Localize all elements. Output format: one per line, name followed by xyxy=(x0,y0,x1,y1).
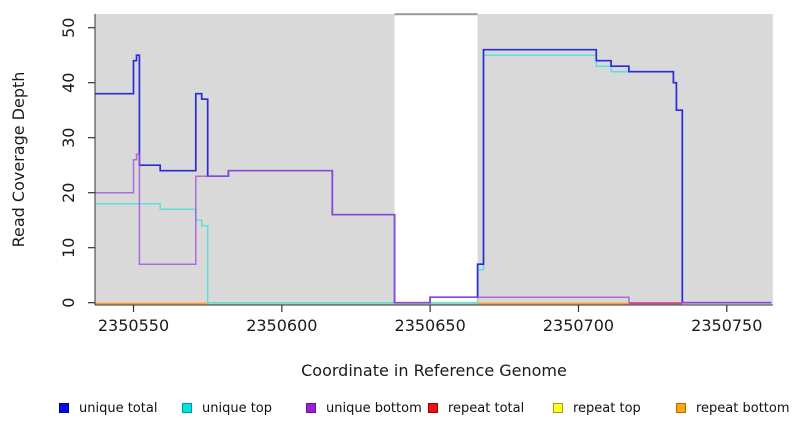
y-tick-label: 20 xyxy=(59,183,78,203)
legend-item-repeat-top: repeat top xyxy=(553,399,641,417)
unique-top-swatch xyxy=(182,403,192,413)
y-tick-label: 10 xyxy=(59,238,78,258)
y-tick-label: 50 xyxy=(59,18,78,38)
y-axis-title: Read Coverage Depth xyxy=(9,72,28,248)
legend-label-unique-total: unique total xyxy=(79,400,158,416)
legend: unique total unique top unique bottom re… xyxy=(0,399,792,419)
repeat-bottom-swatch xyxy=(676,403,686,413)
x-axis-title: Coordinate in Reference Genome xyxy=(301,361,567,380)
legend-label-unique-top: unique top xyxy=(202,400,273,416)
legend-item-unique-top: unique top xyxy=(182,399,272,417)
legend-item-repeat-total: repeat total xyxy=(428,399,524,417)
y-tick-label: 0 xyxy=(59,298,78,308)
legend-label-repeat-total: repeat total xyxy=(448,400,525,416)
legend-label-repeat-top: repeat top xyxy=(573,400,641,416)
plot-canvas: 2350550 2350600 2350650 2350700 2350750 0 10 20… xyxy=(9,13,773,380)
unique-total-swatch xyxy=(59,403,69,413)
legend-item-repeat-bottom: repeat bottom xyxy=(676,399,790,417)
y-tick-label: 30 xyxy=(59,128,78,148)
legend-item-unique-total: unique total xyxy=(59,399,157,417)
y-tick-label: 40 xyxy=(59,73,78,93)
x-tick-label: 2350650 xyxy=(395,316,466,335)
unique-bottom-swatch xyxy=(306,403,316,413)
series-line-unique-bottom xyxy=(94,153,772,304)
x-tick-label: 2350750 xyxy=(691,316,762,335)
repeat-top-swatch xyxy=(553,403,563,413)
legend-label-repeat-bottom: repeat bottom xyxy=(696,400,790,416)
x-tick-label: 2350700 xyxy=(543,316,614,335)
repeat-total-swatch xyxy=(428,403,438,413)
x-tick-label: 2350600 xyxy=(246,316,317,335)
legend-label-unique-bottom: unique bottom xyxy=(326,400,422,416)
coverage-gap-region xyxy=(394,14,478,305)
legend-item-unique-bottom: unique bottom xyxy=(306,399,422,417)
gap-top-edge xyxy=(394,13,478,16)
x-tick-label: 2350550 xyxy=(98,316,169,335)
